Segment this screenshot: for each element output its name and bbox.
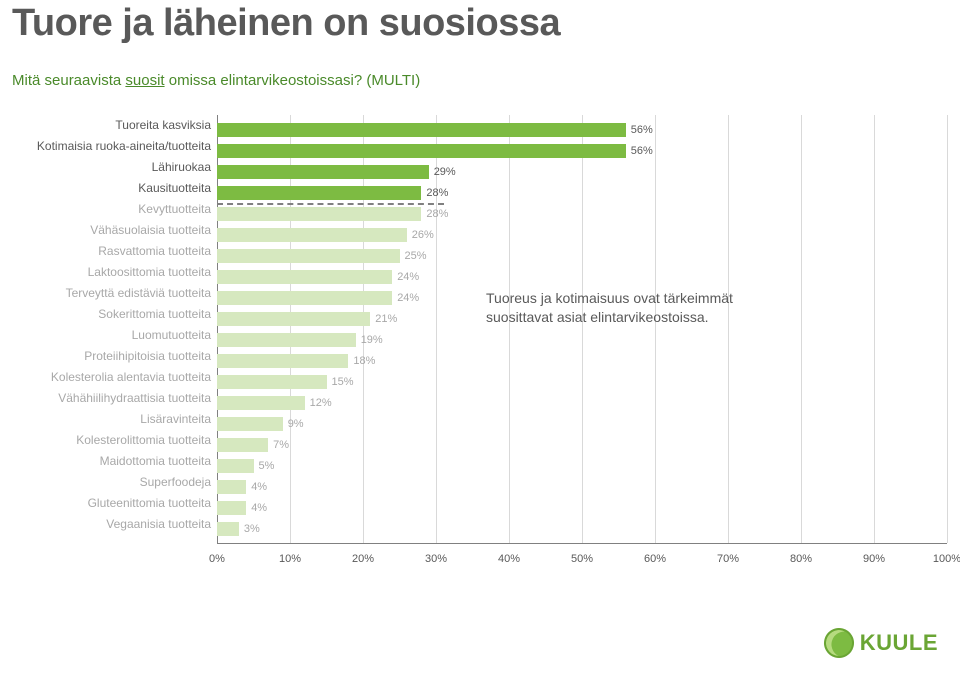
grid-line — [874, 115, 875, 543]
bar-value: 15% — [332, 375, 354, 389]
bar-label: Superfoodeja — [12, 476, 217, 497]
bar-value: 5% — [259, 459, 275, 473]
x-tick-label: 100% — [933, 553, 960, 565]
bar-label: Maidottomia tuotteita — [12, 455, 217, 476]
x-tick-label: 80% — [790, 553, 812, 565]
bar-label: Tuoreita kasviksia — [12, 119, 217, 140]
bar-value: 21% — [375, 312, 397, 326]
bar-label: Kolesterolittomia tuotteita — [12, 434, 217, 455]
bar-value: 12% — [310, 396, 332, 410]
bar — [217, 186, 421, 200]
bar-value: 3% — [244, 522, 260, 536]
x-tick-label: 10% — [279, 553, 301, 565]
grid-line — [582, 115, 583, 543]
grid-line — [801, 115, 802, 543]
annotation-text: Tuoreus ja kotimaisuus ovat tärkeimmät s… — [486, 289, 746, 327]
bar-label: Vähäsuolaisia tuotteita — [12, 224, 217, 245]
bar — [217, 207, 421, 221]
bar-label: Kausituotteita — [12, 182, 217, 203]
bar-label: Kolesterolia alentavia tuotteita — [12, 371, 217, 392]
bar-label: Sokerittomia tuotteita — [12, 308, 217, 329]
bar — [217, 312, 370, 326]
bar-label: Proteiihipitoisia tuotteita — [12, 350, 217, 371]
x-tick-label: 70% — [717, 553, 739, 565]
bar-value: 4% — [251, 501, 267, 515]
question-text: Mitä seuraavista suosit omissa elintarvi… — [12, 72, 420, 89]
x-tick-label: 20% — [352, 553, 374, 565]
x-tick-label: 40% — [498, 553, 520, 565]
bar-value: 29% — [434, 165, 456, 179]
plot-area: 56%56%29%28%28%26%25%24%24%21%19%18%15%1… — [217, 115, 947, 565]
bar — [217, 417, 283, 431]
grid-line — [290, 115, 291, 543]
bar-label: Rasvattomia tuotteita — [12, 245, 217, 266]
bar — [217, 270, 392, 284]
bar-label: Lähiruokaa — [12, 161, 217, 182]
bar — [217, 522, 239, 536]
bar-label: Kotimaisia ruoka-aineita/tuotteita — [12, 140, 217, 161]
brand-name: KUULE — [860, 630, 938, 656]
bar — [217, 333, 356, 347]
leaf-icon — [818, 623, 859, 664]
bar — [217, 354, 348, 368]
bar-label: Luomutuotteita — [12, 329, 217, 350]
bar-value: 18% — [353, 354, 375, 368]
subtitle-pre: Mitä seuraavista — [12, 72, 125, 89]
bar — [217, 228, 407, 242]
bar — [217, 123, 626, 137]
subtitle-u: suosit — [125, 72, 164, 89]
page-title: Tuore ja läheinen on suosiossa — [12, 2, 560, 45]
bar — [217, 165, 429, 179]
bar-label: Vähähiilihydraattisia tuotteita — [12, 392, 217, 413]
bar-label: Lisäravinteita — [12, 413, 217, 434]
x-tick-label: 50% — [571, 553, 593, 565]
bar-value: 26% — [412, 228, 434, 242]
bar-value: 19% — [361, 333, 383, 347]
bar-label: Gluteenittomia tuotteita — [12, 497, 217, 518]
bar-label: Vegaanisia tuotteita — [12, 518, 217, 539]
x-tick-label: 60% — [644, 553, 666, 565]
brand-logo: KUULE — [824, 628, 938, 658]
bar-label: Kevyttuotteita — [12, 203, 217, 224]
bar-value: 4% — [251, 480, 267, 494]
x-tick-label: 90% — [863, 553, 885, 565]
x-axis: 0%10%20%30%40%50%60%70%80%90%100% — [217, 543, 947, 565]
bar — [217, 291, 392, 305]
x-tick-label: 0% — [209, 553, 225, 565]
grid-line — [655, 115, 656, 543]
bar-label: Laktoosittomia tuotteita — [12, 266, 217, 287]
subtitle-post: omissa elintarvikeostoissasi? (MULTI) — [165, 72, 421, 89]
x-tick-label: 30% — [425, 553, 447, 565]
y-axis-labels: Tuoreita kasviksiaKotimaisia ruoka-ainei… — [12, 115, 217, 565]
bar-value: 28% — [426, 207, 448, 221]
bar-value: 24% — [397, 270, 419, 284]
bar — [217, 249, 400, 263]
slide: Tuore ja läheinen on suosiossa Mitä seur… — [0, 0, 960, 674]
bar-value: 56% — [631, 123, 653, 137]
bar-label: Terveyttä edistäviä tuotteita — [12, 287, 217, 308]
bar-value: 56% — [631, 144, 653, 158]
bar-value: 9% — [288, 417, 304, 431]
bar-value: 7% — [273, 438, 289, 452]
grid-line — [947, 115, 948, 543]
grid-line — [363, 115, 364, 543]
threshold-line — [217, 203, 444, 205]
bar-value: 24% — [397, 291, 419, 305]
bar — [217, 144, 626, 158]
bar — [217, 375, 327, 389]
bar — [217, 396, 305, 410]
bar — [217, 459, 254, 473]
bar — [217, 480, 246, 494]
bar-chart: Tuoreita kasviksiaKotimaisia ruoka-ainei… — [12, 115, 948, 565]
grid-line — [436, 115, 437, 543]
grid-line — [728, 115, 729, 543]
bar — [217, 501, 246, 515]
grid-line — [509, 115, 510, 543]
bar — [217, 438, 268, 452]
bar-value: 28% — [426, 186, 448, 200]
bar-value: 25% — [405, 249, 427, 263]
